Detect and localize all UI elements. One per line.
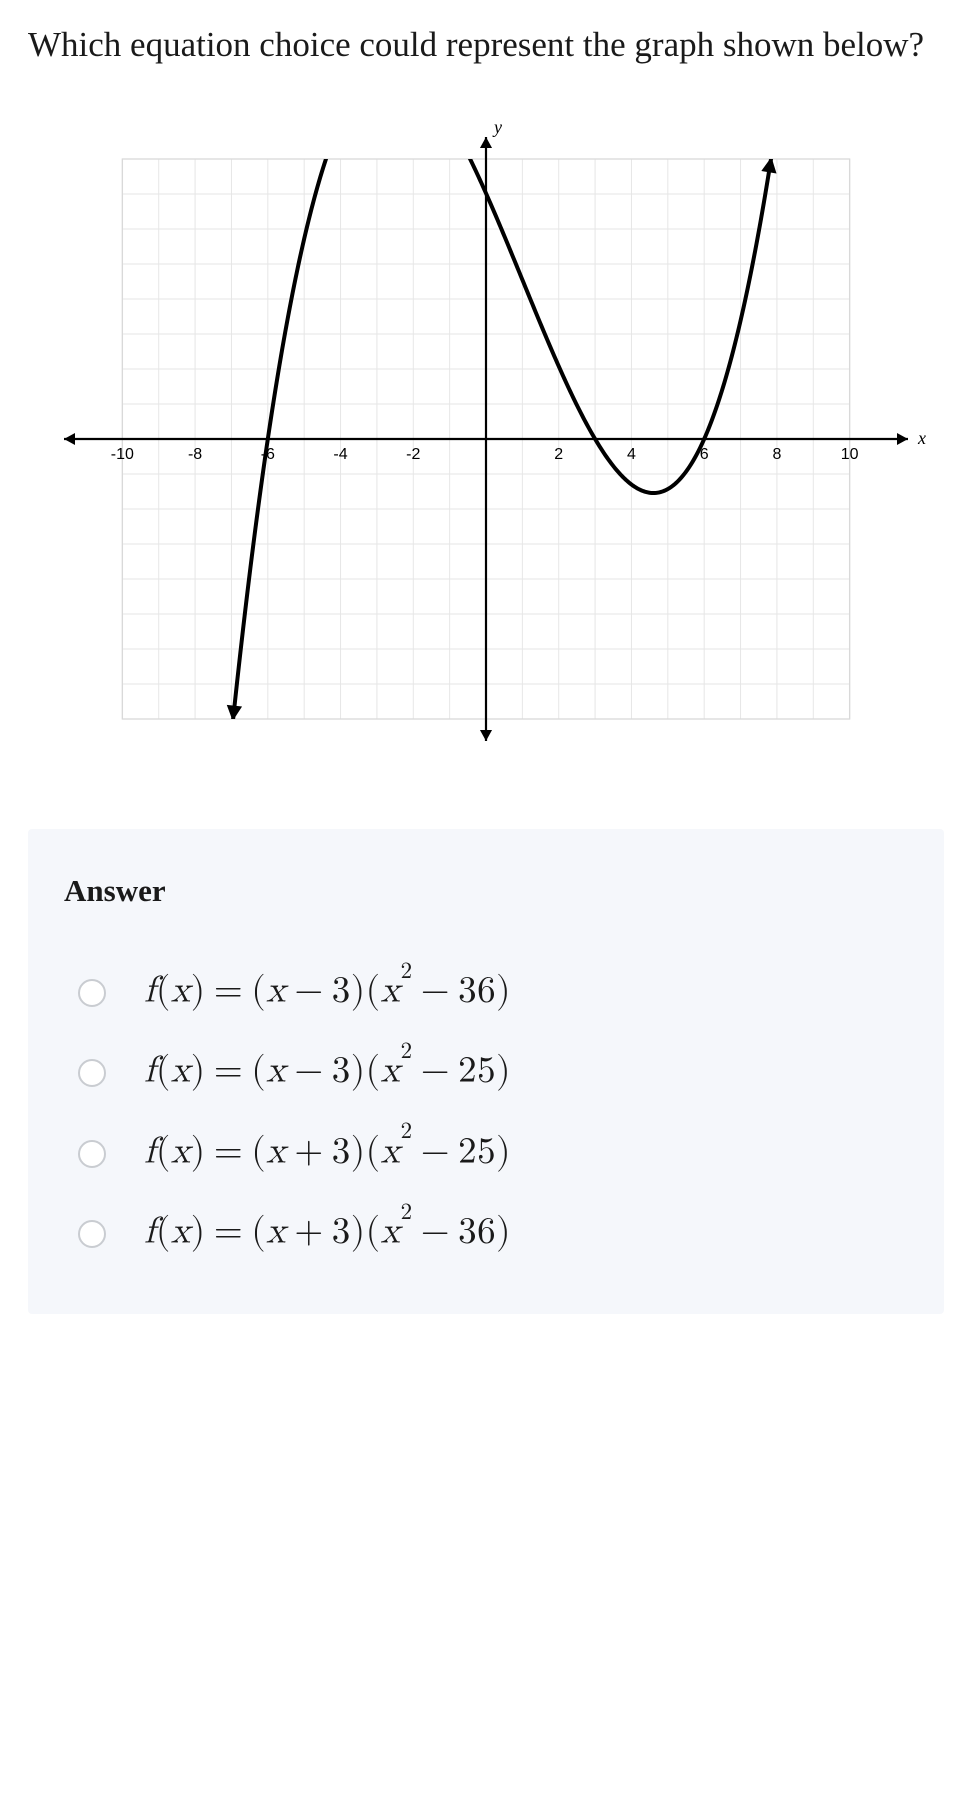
answer-option[interactable]: f(x)=(x−3)(x2−36) [78, 969, 908, 1013]
svg-text:10: 10 [841, 446, 859, 463]
svg-text:2: 2 [554, 446, 563, 463]
option-equation: f(x)=(x+3)(x2−36) [144, 1210, 511, 1254]
svg-text:x: x [917, 428, 926, 448]
answer-option[interactable]: f(x)=(x−3)(x2−25) [78, 1049, 908, 1093]
radio-icon[interactable] [78, 1220, 106, 1248]
question-text: Which equation choice could represent th… [28, 20, 944, 69]
svg-text:y: y [492, 119, 502, 137]
graph-svg: -10-8-6-4-2246810xy [46, 119, 926, 759]
answer-heading: Answer [64, 873, 908, 909]
svg-text:-2: -2 [406, 446, 420, 463]
radio-icon[interactable] [78, 1059, 106, 1087]
svg-text:-10: -10 [111, 446, 134, 463]
chart-container: -10-8-6-4-2246810xy [28, 119, 944, 759]
option-equation: f(x)=(x+3)(x2−25) [144, 1130, 511, 1174]
answer-section: Answer f(x)=(x−3)(x2−36) f(x)=(x−3)(x2−25… [28, 829, 944, 1314]
radio-icon[interactable] [78, 1140, 106, 1168]
option-equation: f(x)=(x−3)(x2−36) [144, 969, 511, 1013]
answer-option[interactable]: f(x)=(x+3)(x2−36) [78, 1210, 908, 1254]
svg-text:-4: -4 [333, 446, 347, 463]
answer-option[interactable]: f(x)=(x+3)(x2−25) [78, 1130, 908, 1174]
radio-icon[interactable] [78, 979, 106, 1007]
svg-text:-8: -8 [188, 446, 202, 463]
svg-text:8: 8 [772, 446, 781, 463]
option-equation: f(x)=(x−3)(x2−25) [144, 1049, 511, 1093]
options-list: f(x)=(x−3)(x2−36) f(x)=(x−3)(x2−25) f(x)=(… [64, 969, 908, 1254]
svg-text:4: 4 [627, 446, 636, 463]
